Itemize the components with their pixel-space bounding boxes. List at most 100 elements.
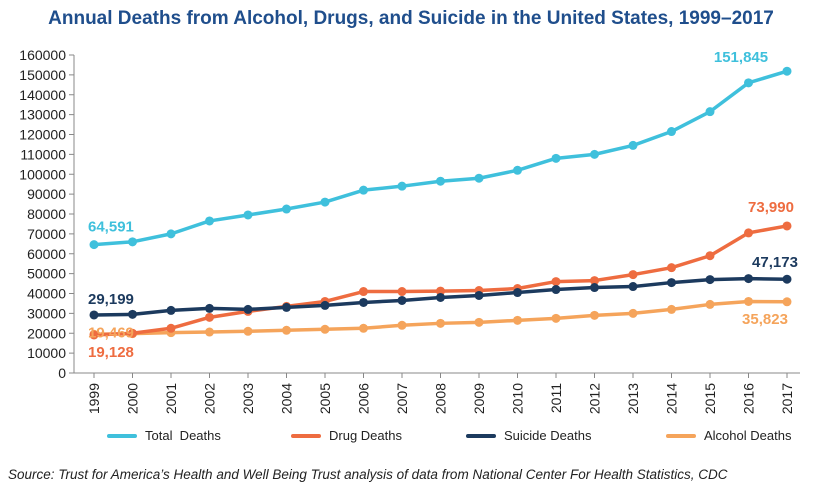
legend-label-suicide: Suicide Deaths — [504, 428, 592, 443]
data-point-1 — [89, 330, 99, 340]
legend-label-alcohol: Alcohol Deaths — [704, 428, 792, 443]
legend-item-total-deaths: Total Deaths — [107, 428, 221, 443]
data-point-3 — [436, 318, 445, 328]
y-tick-label: 10000 — [27, 345, 66, 361]
source-note: Source: Trust for America’s Health and W… — [8, 467, 728, 482]
series-line-3 — [92, 299, 789, 337]
data-point-2 — [744, 274, 753, 284]
series-line-0 — [92, 69, 789, 247]
data-point-2 — [205, 303, 214, 313]
data-label: 29,199 — [88, 291, 134, 308]
legend-label-drug: Drug Deaths — [329, 428, 402, 443]
data-point-2 — [243, 304, 253, 314]
data-point-1 — [205, 312, 214, 322]
data-point-2 — [128, 309, 137, 319]
data-label: 19,128 — [88, 344, 134, 361]
data-point-3 — [320, 324, 330, 334]
data-label: 151,845 — [714, 49, 768, 66]
data-point-0 — [513, 165, 522, 175]
data-point-2 — [436, 292, 445, 302]
data-point-3 — [744, 296, 753, 306]
legend-swatch-drug — [291, 433, 321, 438]
legend-item-suicide-deaths: Suicide Deaths — [466, 428, 591, 443]
data-point-1 — [590, 276, 599, 286]
data-point-2 — [359, 297, 368, 307]
data-point-2 — [166, 305, 176, 315]
data-point-2 — [282, 302, 291, 312]
data-point-3 — [513, 315, 522, 325]
data-point-0 — [128, 237, 137, 247]
y-tick-label: 70000 — [27, 226, 66, 242]
data-point-0 — [89, 240, 99, 250]
data-point-1 — [166, 323, 176, 333]
data-label: 64,591 — [88, 219, 134, 236]
data-point-0 — [590, 149, 599, 159]
data-point-2 — [397, 295, 407, 305]
data-point-3 — [243, 326, 253, 336]
y-tick-label: 120000 — [19, 127, 66, 143]
data-point-3 — [782, 297, 792, 307]
data-point-3 — [397, 320, 407, 330]
data-point-1 — [705, 251, 715, 261]
data-point-1 — [551, 277, 561, 287]
legend-item-alcohol-deaths: Alcohol Deaths — [666, 428, 791, 443]
x-tick-label: 2015 — [702, 383, 718, 414]
data-point-0 — [320, 197, 330, 207]
data-point-3 — [282, 325, 291, 335]
x-tick-label: 2003 — [240, 383, 256, 414]
data-point-3 — [628, 308, 638, 318]
data-point-0 — [705, 107, 715, 117]
x-tick-label: 2014 — [664, 383, 680, 414]
x-tick-label: 2007 — [394, 383, 410, 414]
legend-label-total: Total Deaths — [145, 428, 221, 443]
data-point-1 — [782, 221, 792, 231]
data-label: 47,173 — [752, 254, 798, 271]
data-point-2 — [705, 275, 715, 285]
data-point-1 — [744, 228, 753, 238]
y-tick-label: 90000 — [27, 186, 66, 202]
x-tick-label: 2005 — [317, 383, 333, 414]
legend-swatch-suicide — [466, 433, 496, 438]
x-tick-label: 2011 — [548, 383, 564, 413]
chart-title: Annual Deaths from Alcohol, Drugs, and S… — [48, 8, 774, 29]
y-tick-label: 150000 — [19, 67, 66, 83]
y-tick-label: 40000 — [27, 286, 66, 302]
y-tick-label: 140000 — [19, 87, 66, 103]
data-point-1 — [667, 263, 676, 273]
x-tick-label: 2009 — [471, 383, 487, 414]
data-point-3 — [705, 299, 715, 309]
data-point-1 — [128, 328, 137, 338]
x-tick-label: 2012 — [587, 383, 603, 414]
data-point-3 — [551, 313, 561, 323]
data-point-0 — [397, 181, 407, 191]
x-tick-label: 2001 — [163, 383, 179, 414]
x-tick-label: 2000 — [125, 383, 141, 414]
data-point-0 — [205, 216, 214, 226]
data-point-2 — [551, 285, 561, 295]
data-point-3 — [667, 304, 676, 314]
data-point-0 — [436, 176, 445, 186]
data-point-3 — [359, 323, 368, 333]
y-tick-label: 0 — [58, 365, 66, 381]
legend-swatch-alcohol — [666, 433, 696, 438]
x-tick-label: 2010 — [510, 383, 526, 414]
x-tick-label: 2016 — [741, 383, 757, 414]
y-tick-label: 160000 — [19, 47, 66, 63]
data-label: 35,823 — [742, 311, 788, 328]
data-point-1 — [628, 270, 638, 280]
data-point-0 — [744, 78, 753, 88]
x-tick-label: 2017 — [779, 383, 795, 414]
data-point-3 — [474, 317, 484, 327]
data-point-3 — [205, 327, 214, 337]
data-point-1 — [436, 286, 445, 296]
data-label: 19,469 — [88, 324, 134, 341]
y-tick-label: 100000 — [19, 166, 66, 182]
x-tick-label: 2002 — [202, 383, 218, 414]
data-point-0 — [782, 66, 792, 76]
data-point-2 — [474, 290, 484, 300]
data-point-2 — [628, 282, 638, 292]
data-point-0 — [667, 127, 676, 137]
data-point-1 — [397, 287, 407, 297]
data-point-0 — [628, 140, 638, 150]
